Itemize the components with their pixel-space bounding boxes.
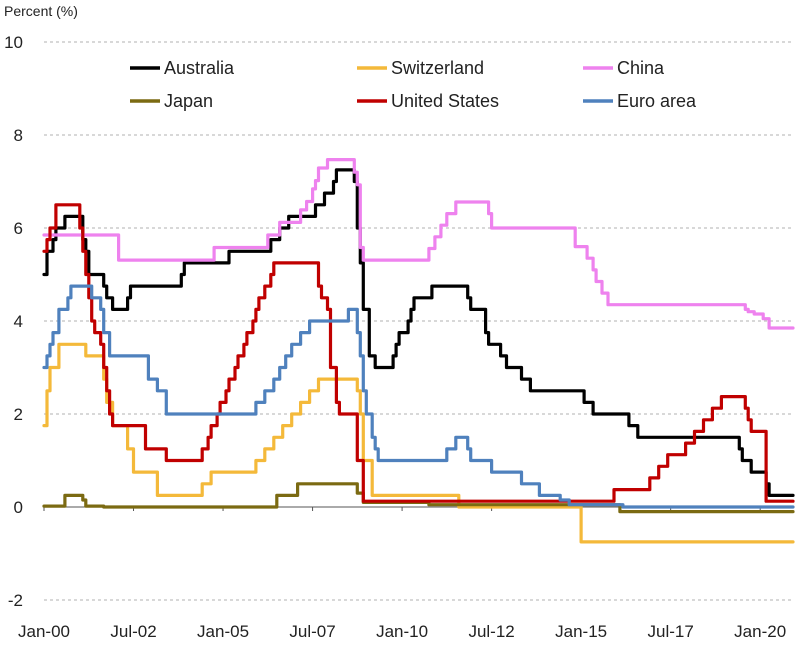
y-tick-label: 10 [4, 33, 23, 52]
legend-item-australia: Australia [130, 58, 235, 78]
series-line-switzerland [42, 342, 795, 544]
x-tick-label: Jan-15 [555, 622, 607, 641]
x-tick-label: Jul-17 [647, 622, 693, 641]
y-tick-label: -2 [8, 591, 23, 610]
y-tick-labels: -2 0 2 4 6 8 10 [4, 33, 23, 610]
y-tick-label: 2 [14, 405, 23, 424]
x-tick-label: Jul-07 [289, 622, 335, 641]
series-line-united-states [42, 203, 795, 503]
legend: Australia Switzerland China Japan United Sta… [130, 58, 697, 111]
y-tick-label: 0 [14, 498, 23, 517]
series-line-china [42, 158, 795, 330]
x-tick-label: Jul-12 [468, 622, 514, 641]
x-tick-label: Jan-20 [734, 622, 786, 641]
legend-item-china: China [583, 58, 665, 78]
series-line-euro-area [42, 284, 795, 509]
legend-label: China [617, 58, 665, 78]
y-tick-label: 6 [14, 219, 23, 238]
series-line-australia [42, 168, 795, 497]
x-tick-label: Jan-00 [18, 622, 70, 641]
series-lines [42, 158, 795, 544]
legend-label: Australia [164, 58, 235, 78]
legend-label: Euro area [617, 91, 697, 111]
gridlines [44, 41, 793, 601]
legend-label: United States [391, 91, 499, 111]
legend-label: Switzerland [391, 58, 484, 78]
x-tick-label: Jan-05 [197, 622, 249, 641]
legend-item-japan: Japan [130, 91, 213, 111]
y-tick-label: 8 [14, 126, 23, 145]
y-axis-label: Percent (%) [4, 3, 78, 19]
legend-label: Japan [164, 91, 213, 111]
y-tick-label: 4 [14, 312, 23, 331]
x-tick-label: Jul-02 [110, 622, 156, 641]
legend-item-united-states: United States [357, 91, 499, 111]
legend-item-switzerland: Switzerland [357, 58, 484, 78]
series-line-japan [42, 482, 795, 514]
legend-item-euro-area: Euro area [583, 91, 697, 111]
x-tick-label: Jan-10 [376, 622, 428, 641]
x-tick-labels: Jan-00 Jul-02 Jan-05 Jul-07 Jan-10 Jul-12 Jan-… [18, 622, 786, 641]
